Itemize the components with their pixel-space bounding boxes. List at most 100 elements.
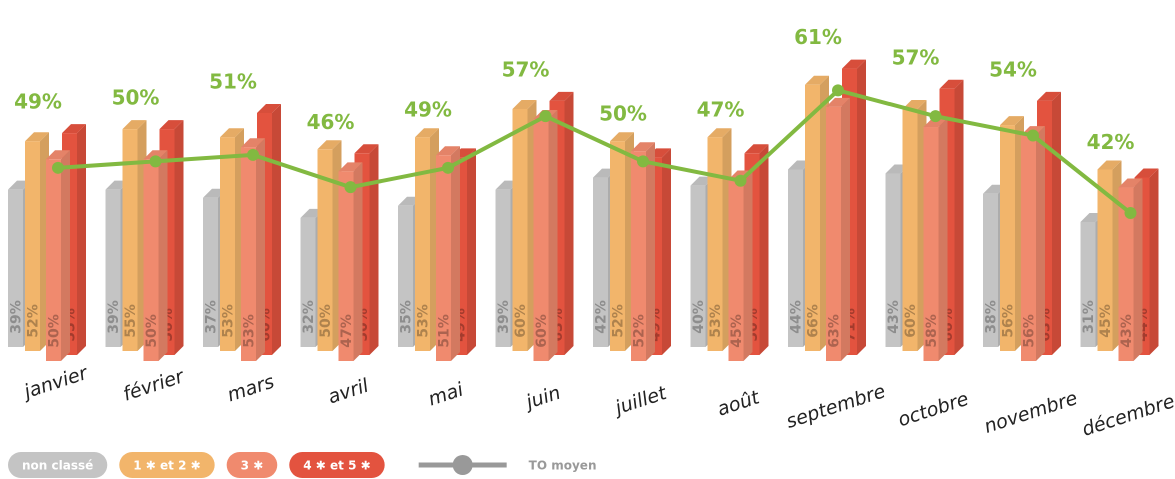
- value-label: 55%: [123, 304, 139, 338]
- line-point: [929, 110, 942, 123]
- bar-side: [158, 150, 168, 361]
- value-label: 53%: [416, 304, 432, 338]
- bar: [143, 159, 159, 361]
- bar-side: [1133, 178, 1143, 361]
- line-point: [442, 161, 454, 174]
- value-label: 43%: [886, 300, 902, 334]
- bar-top: [25, 132, 49, 142]
- bar-top: [257, 103, 281, 113]
- value-label: 60%: [534, 314, 550, 348]
- bar-side: [1149, 168, 1159, 355]
- bar-top: [805, 75, 829, 85]
- bar: [300, 217, 316, 347]
- x-tick-label: décembre: [1079, 390, 1175, 441]
- bar: [1118, 187, 1134, 361]
- value-label: 52%: [26, 304, 42, 338]
- bar-side: [662, 148, 671, 355]
- value-label: 38%: [984, 300, 1000, 334]
- bar: [122, 129, 138, 351]
- bar-side: [841, 97, 850, 362]
- bar: [631, 151, 646, 361]
- legend-label: 3 ✱: [241, 459, 264, 473]
- bar-side: [272, 103, 281, 355]
- bar: [398, 205, 413, 347]
- bar-top: [826, 97, 850, 107]
- bar: [902, 108, 918, 351]
- value-label: 35%: [399, 300, 415, 334]
- bar-top: [923, 118, 948, 128]
- bar-side: [61, 150, 70, 361]
- bar-side: [467, 148, 476, 355]
- bar: [1080, 221, 1096, 347]
- bar-top: [1000, 116, 1024, 126]
- value-label: 39%: [9, 300, 25, 334]
- value-label: 31%: [1081, 300, 1097, 334]
- bar: [610, 141, 625, 351]
- value-label: 53%: [242, 314, 258, 348]
- bar-top: [1037, 91, 1061, 101]
- top-label: 42%: [1087, 130, 1135, 154]
- value-label: 66%: [806, 304, 822, 338]
- bar-top: [902, 99, 927, 109]
- bar-top: [631, 142, 655, 152]
- bar: [105, 189, 121, 347]
- line-point: [247, 148, 259, 161]
- x-tick-label: septembre: [784, 380, 889, 433]
- bar-top: [842, 59, 866, 69]
- top-label: 57%: [502, 57, 550, 81]
- value-label: 47%: [339, 314, 355, 348]
- value-label: 58%: [924, 314, 940, 348]
- bar-side: [564, 91, 574, 356]
- value-label: 56%: [1001, 304, 1017, 338]
- x-tick-label: mars: [225, 371, 277, 407]
- bar: [338, 171, 354, 361]
- bar-top: [610, 132, 634, 142]
- bar: [593, 177, 608, 347]
- x-tick-label: avril: [325, 374, 372, 408]
- x-tick-label: juin: [521, 382, 564, 415]
- line-point: [734, 174, 747, 187]
- legend-pill: [8, 452, 108, 478]
- x-tick-label: mai: [426, 378, 467, 410]
- bar-side: [369, 144, 379, 355]
- bar: [495, 189, 511, 347]
- top-label: 61%: [794, 25, 842, 49]
- value-label: 45%: [1098, 304, 1114, 338]
- bar: [1021, 135, 1036, 361]
- bar-side: [759, 144, 769, 355]
- x-tick-label: février: [120, 365, 187, 406]
- top-label: 46%: [307, 110, 355, 134]
- legend-pill: [289, 452, 385, 478]
- bar-side: [77, 124, 86, 355]
- legend-label: TO moyen: [529, 459, 597, 473]
- top-label: 49%: [404, 98, 452, 122]
- value-label: 60%: [513, 304, 529, 338]
- line-point: [539, 110, 552, 123]
- value-label: 63%: [827, 314, 843, 348]
- bar-top: [1134, 168, 1159, 178]
- bar-top: [317, 140, 342, 150]
- line-point: [1027, 129, 1039, 142]
- bar: [728, 179, 744, 361]
- legend-label: 1 ✱ et 2 ✱: [133, 459, 200, 473]
- top-label: 54%: [989, 57, 1037, 81]
- bar: [220, 137, 235, 351]
- bar-top: [1118, 178, 1143, 188]
- value-label: 40%: [691, 300, 707, 334]
- bar: [707, 137, 723, 351]
- bar-top: [1097, 160, 1122, 170]
- line-point: [149, 155, 162, 168]
- bar-top: [62, 124, 86, 134]
- bar-top: [436, 146, 460, 156]
- value-label: 50%: [318, 304, 334, 338]
- value-label: 43%: [1119, 314, 1135, 348]
- value-label: 45%: [729, 314, 745, 348]
- bar: [436, 155, 451, 361]
- value-label: 50%: [47, 314, 63, 348]
- line-point: [832, 84, 844, 97]
- bar: [805, 84, 820, 351]
- value-label: 39%: [106, 300, 122, 334]
- bar: [826, 106, 841, 362]
- value-label: 44%: [789, 300, 805, 334]
- value-label: 37%: [204, 300, 220, 334]
